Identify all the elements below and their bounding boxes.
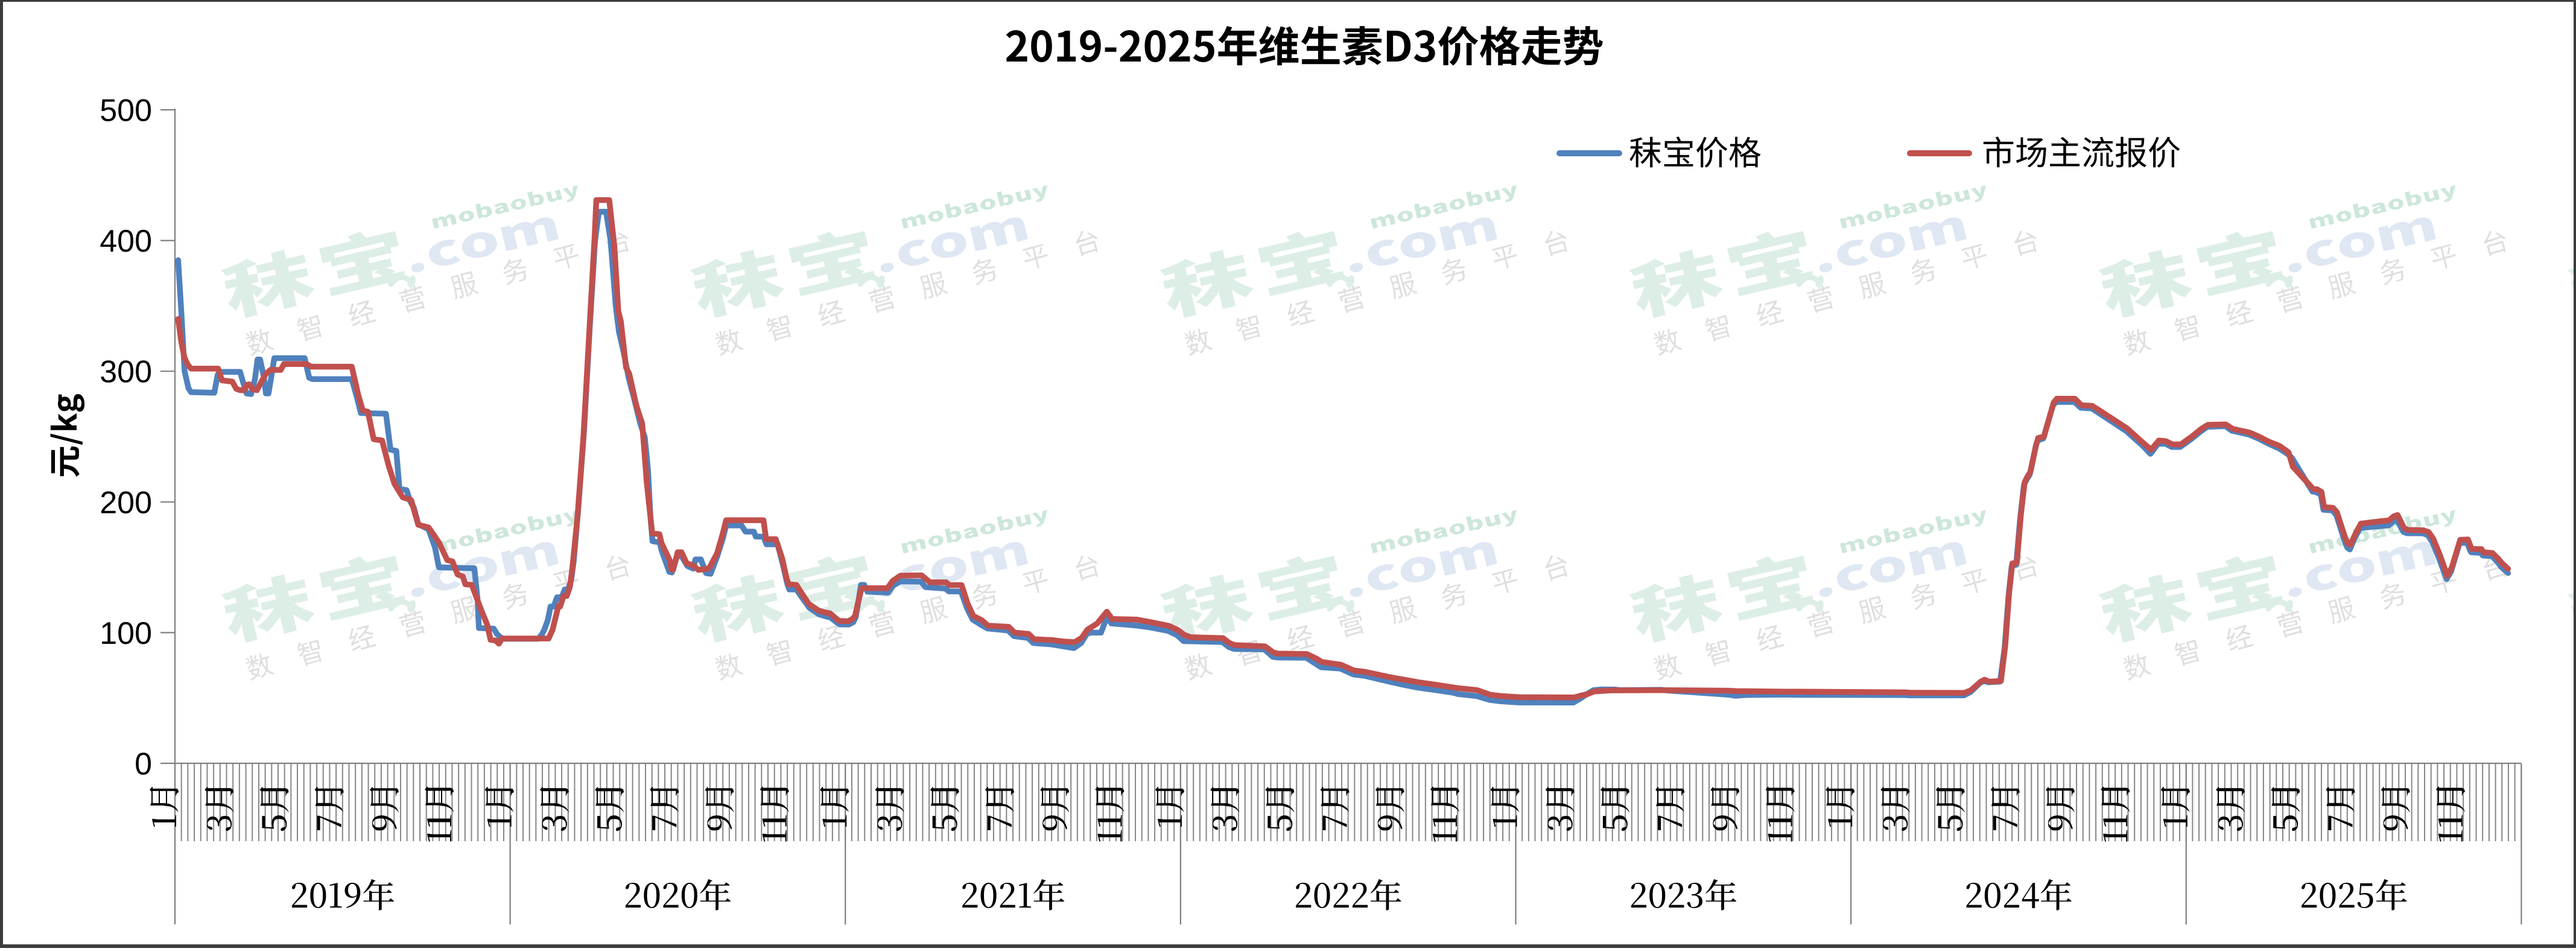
- svg-text:500: 500: [100, 94, 152, 129]
- svg-text:0: 0: [135, 747, 152, 782]
- svg-text:100: 100: [100, 616, 152, 651]
- svg-text:300: 300: [100, 355, 152, 390]
- svg-text:400: 400: [100, 224, 152, 259]
- svg-text:200: 200: [100, 485, 152, 520]
